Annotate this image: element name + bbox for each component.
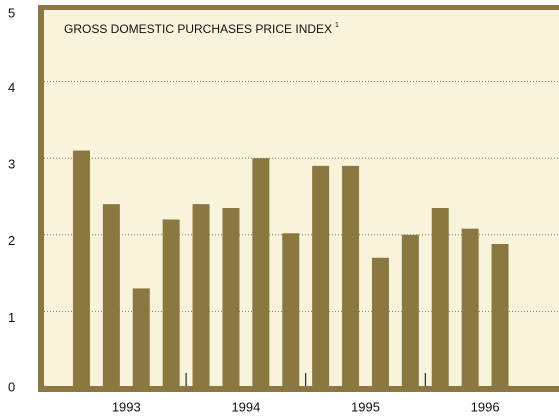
frame-bottom bbox=[38, 386, 559, 392]
y-tick-label: 2 bbox=[8, 233, 15, 248]
bar bbox=[461, 228, 479, 388]
chart-title: GROSS DOMESTIC PURCHASES PRICE INDEX bbox=[64, 22, 332, 36]
x-tick-label: 1996 bbox=[471, 399, 500, 414]
y-tick-label: 4 bbox=[8, 80, 15, 95]
bar bbox=[312, 165, 330, 388]
bar bbox=[401, 234, 419, 388]
frame-top bbox=[38, 5, 559, 10]
bar bbox=[371, 257, 389, 388]
bar bbox=[102, 204, 120, 388]
bar bbox=[252, 158, 270, 388]
bar bbox=[162, 219, 180, 388]
bar bbox=[132, 288, 150, 388]
x-tick-label: 1995 bbox=[351, 399, 380, 414]
title-footnote: 1 bbox=[335, 22, 339, 29]
bar bbox=[192, 204, 210, 388]
bar bbox=[342, 165, 360, 388]
y-tick-label: 3 bbox=[8, 157, 15, 172]
bar bbox=[491, 243, 509, 388]
bar bbox=[72, 150, 90, 388]
frame-left bbox=[38, 5, 44, 392]
x-tick-label: 1994 bbox=[231, 399, 260, 414]
bar bbox=[431, 207, 449, 388]
x-tick-label: 1993 bbox=[112, 399, 141, 414]
y-tick-label: 0 bbox=[8, 379, 15, 394]
y-tick-label: 1 bbox=[8, 310, 15, 325]
bar bbox=[282, 233, 300, 388]
marks bbox=[44, 81, 559, 388]
bar bbox=[222, 207, 240, 388]
plot-background bbox=[44, 10, 559, 386]
y-tick-label: 5 bbox=[8, 5, 15, 20]
